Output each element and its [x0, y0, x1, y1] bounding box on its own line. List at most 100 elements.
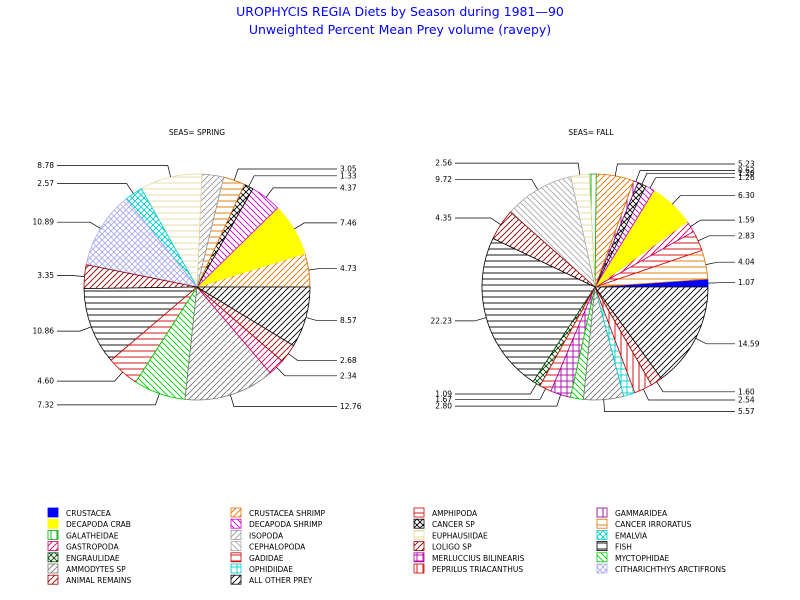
leader-line — [455, 317, 487, 322]
legend-item-decapoda-crab: DECAPODA CRAB — [47, 518, 131, 529]
legend-label: CEPHALOPODA — [249, 543, 306, 552]
legend-item-cancer-irroratus: CANCER IRRORATUS — [596, 518, 692, 529]
legend-item-ophidiidae: OPHIDIIDAE — [230, 563, 293, 574]
legend-swatch — [596, 507, 608, 518]
legend: CRUSTACEA CRUSTACEA SHRIMP AMPHIPODA GAMMAR… — [47, 507, 726, 585]
slice-value-label: 2.80 — [435, 402, 452, 411]
legend-label: CITHARICHTHYS ARCTIFRONS — [615, 565, 726, 574]
pie-seas-spring: 4.73 7.46 4.37 1.333.05 8.78 2.57 10.89 3.35 10.… — [33, 161, 362, 411]
legend-item-cephalopoda: CEPHALOPODA — [230, 541, 306, 552]
legend-swatch — [230, 541, 242, 551]
leader-line — [671, 195, 735, 205]
pie-slice-citharichthys-arctifrons — [85, 198, 199, 288]
legend-label: AMPHIPODA — [432, 509, 478, 518]
leader-line — [656, 381, 735, 393]
leader-line — [57, 221, 101, 229]
slice-value-label: 9.72 — [435, 175, 452, 184]
legend-label: CRUSTACEA SHRIMP — [249, 509, 325, 518]
pie-slice-all-other-prey — [195, 286, 311, 347]
slice-value-label: 12.76 — [340, 402, 362, 411]
legend-swatch — [230, 552, 242, 563]
legend-item-all-other-prey: ALL OTHER PREY — [230, 574, 313, 585]
legend-label: AMMODYTES SP — [66, 565, 126, 574]
slice-value-label: 2.54 — [738, 396, 755, 405]
leader-line — [614, 163, 735, 176]
legend-item-loligo-sp: LOLIGO SP — [413, 541, 472, 552]
legend-item-citharichthys-arctifrons: CITHARICHTHYS ARCTIFRONS — [596, 563, 726, 574]
legend-item-amphipoda: AMPHIPODA — [413, 507, 478, 518]
legend-item-decapoda-shrimp: DECAPODA SHRIMP — [230, 518, 323, 529]
legend-swatch — [230, 507, 242, 518]
slice-value-label: 1.59 — [738, 216, 755, 225]
leader-line — [455, 217, 501, 225]
fall-pie-label: SEAS= FALL — [568, 128, 614, 137]
leader-line — [635, 170, 735, 182]
pie-slice-fish — [481, 237, 596, 383]
slice-value-label: 1.67 — [435, 395, 452, 404]
slice-value-label: 2.56 — [435, 159, 452, 168]
leader-line — [57, 393, 160, 406]
slice-value-label: 1.20 — [738, 169, 755, 178]
legend-swatch — [230, 563, 242, 574]
legend-item-gastropoda: GASTROPODA — [47, 541, 119, 552]
legend-swatch — [230, 574, 242, 585]
legend-label: ISOPODA — [249, 531, 284, 540]
pie-slice-all-other-prey — [594, 286, 709, 379]
slice-value-label: 4.04 — [738, 258, 755, 267]
legend-swatch — [47, 530, 59, 540]
pie-slice-fish — [83, 286, 199, 361]
leader-line — [695, 337, 735, 345]
legend-item-peprilus-triacanthus: PEPRILUS TRIACANTHUS — [413, 563, 523, 574]
slice-value-label: 4.60 — [37, 377, 54, 386]
legend-swatch — [413, 552, 425, 563]
legend-item-gammaridea: GAMMARIDEA — [596, 507, 668, 518]
leader-line — [705, 261, 735, 265]
slice-value-label: 2.68 — [340, 356, 357, 365]
legend-item-galatheidae: GALATHEIDAE — [47, 530, 119, 540]
legend-item-engraulidae: ENGRAULIDAE — [47, 552, 120, 563]
legend-label: GASTROPODA — [66, 543, 119, 552]
legend-item-animal-remains: ANIMAL REMAINS — [47, 574, 131, 585]
legend-item-merluccius-bilinearis: MERLUCCIUS BILINEARIS — [413, 552, 525, 563]
legend-swatch — [47, 541, 59, 551]
leader-line — [293, 222, 337, 230]
legend-item-fish: FISH — [596, 541, 632, 552]
leader-line — [697, 235, 735, 242]
slice-value-label: 2.83 — [738, 231, 755, 240]
legend-label: GALATHEIDAE — [66, 531, 119, 540]
leader-line — [248, 175, 337, 187]
legend-label: GADIDAE — [249, 554, 284, 563]
slice-value-label: 22.23 — [431, 316, 453, 325]
slice-value-label: 0.62 — [738, 166, 755, 175]
legend-label: ENGRAULIDAE — [66, 554, 120, 563]
slice-value-label: 8.57 — [340, 316, 357, 325]
legend-swatch — [596, 530, 608, 540]
legend-item-myctophidae: MYCTOPHIDAE — [596, 552, 670, 563]
legend-label: OPHIDIIDAE — [249, 565, 293, 574]
legend-swatch — [47, 574, 59, 585]
leader-line — [57, 165, 171, 178]
legend-swatch — [413, 507, 425, 518]
legend-label: MERLUCCIUS BILINEARIS — [432, 554, 525, 563]
slice-value-label: 4.73 — [340, 264, 357, 273]
slice-value-label: 5.23 — [738, 160, 755, 169]
leader-line — [57, 183, 134, 194]
leader-line — [641, 172, 735, 185]
legend-swatch — [47, 552, 59, 563]
pie-slice-cephalopoda — [509, 176, 596, 289]
leader-line — [603, 399, 735, 412]
slice-value-label: 6.30 — [738, 191, 755, 200]
slice-value-label: 14.59 — [738, 339, 760, 348]
leader-line — [455, 383, 537, 395]
legend-swatch — [413, 530, 425, 540]
legend-label: ANIMAL REMAINS — [66, 576, 131, 585]
slice-value-label: 1.09 — [435, 390, 452, 399]
leader-line — [643, 388, 735, 401]
slice-value-label: 8.78 — [37, 161, 54, 170]
leader-line — [305, 317, 337, 322]
leader-line — [265, 187, 337, 198]
legend-item-crustacea-shrimp: CRUSTACEA SHRIMP — [230, 507, 325, 518]
legend-swatch — [413, 563, 425, 574]
leader-line — [230, 394, 337, 407]
legend-swatch — [230, 518, 242, 529]
